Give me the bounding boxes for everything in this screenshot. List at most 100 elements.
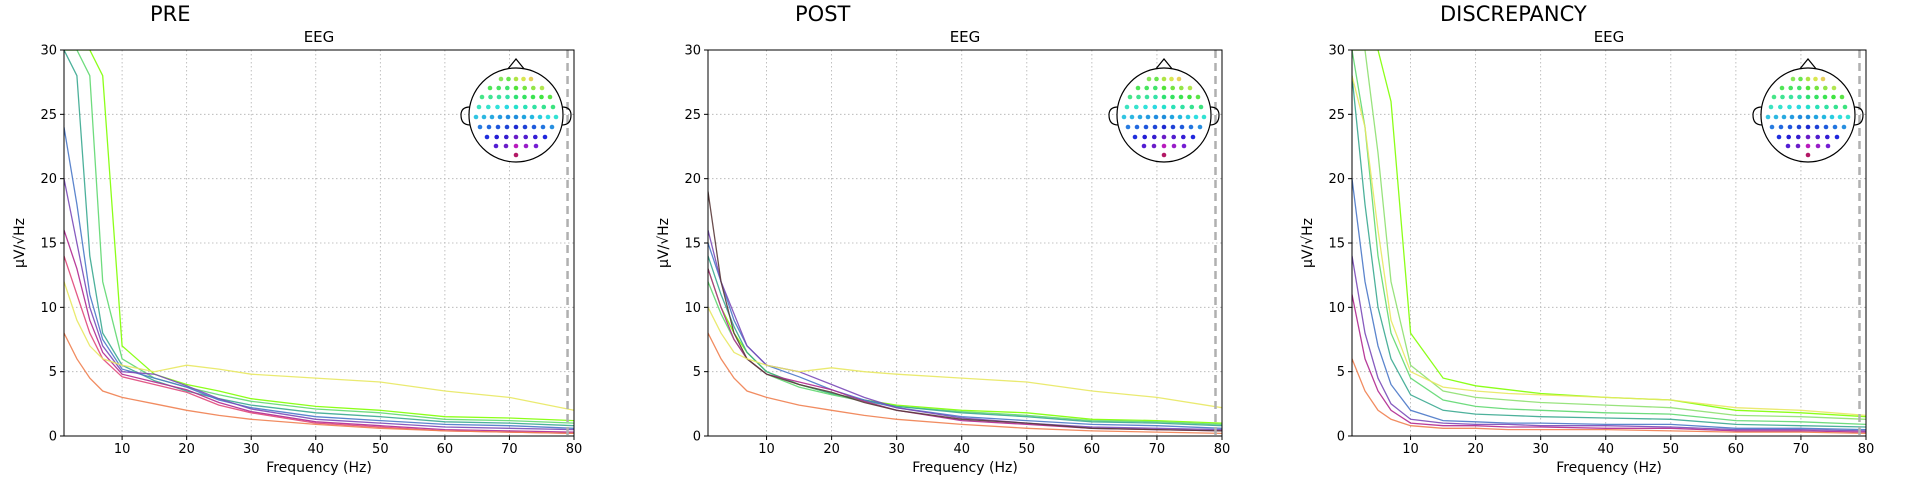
electrode-dot bbox=[1845, 114, 1851, 120]
electrode-dot bbox=[1190, 134, 1196, 140]
electrode-dot bbox=[1829, 114, 1835, 120]
electrode-dot bbox=[1124, 104, 1130, 110]
x-tick-label: 70 bbox=[501, 442, 518, 457]
electrode-dot bbox=[1161, 94, 1167, 100]
electrode-dot bbox=[1834, 134, 1840, 140]
electrode-dot bbox=[505, 94, 510, 100]
electrode-dot bbox=[1132, 134, 1138, 140]
electrode-dot bbox=[513, 85, 519, 91]
electrode-dot bbox=[1151, 143, 1157, 149]
series-line-5 bbox=[708, 268, 1222, 432]
electrode-dot bbox=[1135, 85, 1141, 91]
electrode-dot bbox=[486, 104, 491, 110]
electrode-dot bbox=[1145, 114, 1151, 120]
electrode-dot bbox=[505, 85, 510, 91]
electrode-dot bbox=[523, 134, 528, 140]
electrode-dot bbox=[481, 114, 487, 120]
series-line-8 bbox=[708, 307, 1222, 409]
series-line-5 bbox=[64, 229, 574, 433]
electrode-dot bbox=[1805, 152, 1811, 158]
electrode-dot bbox=[477, 124, 483, 130]
electrode-dot bbox=[530, 94, 536, 100]
x-tick-label: 30 bbox=[1532, 442, 1549, 457]
electrode-dot bbox=[1187, 85, 1193, 91]
electrode-dot bbox=[1178, 94, 1184, 100]
y-tick-label: 30 bbox=[1328, 44, 1345, 59]
panel-title-post: POST bbox=[795, 2, 851, 26]
electrode-dot bbox=[532, 104, 537, 110]
electrode-dot bbox=[1181, 143, 1187, 149]
series-line-3 bbox=[1352, 75, 1866, 428]
series-line-6 bbox=[708, 191, 1222, 432]
y-tick-label: 0 bbox=[693, 430, 701, 445]
electrode-dot bbox=[539, 94, 544, 100]
electrode-dot bbox=[1814, 94, 1819, 100]
electrode-dot bbox=[1125, 124, 1131, 130]
electrode-dot bbox=[505, 114, 511, 120]
electrode-dot bbox=[1788, 94, 1794, 100]
electrode-dot bbox=[1143, 104, 1148, 110]
electrode-dot bbox=[553, 114, 559, 120]
electrode-dot bbox=[513, 152, 519, 158]
electrode-dot bbox=[1152, 104, 1158, 110]
electrode-dot bbox=[1778, 124, 1784, 130]
x-tick-label: 50 bbox=[1663, 442, 1680, 457]
electrode-dot bbox=[1805, 94, 1811, 100]
electrode-dot bbox=[531, 85, 536, 91]
electrode-dot bbox=[496, 94, 502, 100]
electrode-dot bbox=[529, 114, 535, 120]
series-line-0 bbox=[64, 50, 574, 422]
electrode-dot bbox=[1185, 114, 1191, 120]
head-right-ear bbox=[561, 106, 572, 126]
electrode-dot bbox=[1153, 114, 1159, 120]
electrode-dot bbox=[1798, 76, 1803, 82]
electrode-dot bbox=[1805, 104, 1811, 110]
electrode-dot bbox=[1831, 85, 1837, 91]
x-tick-label: 70 bbox=[1793, 442, 1810, 457]
x-tick-label: 60 bbox=[1728, 442, 1745, 457]
x-tick-label: 60 bbox=[1084, 442, 1101, 457]
electrode-dot bbox=[1805, 85, 1811, 91]
series-line-1 bbox=[708, 281, 1222, 426]
head-left-ear bbox=[1752, 106, 1763, 126]
electrode-dot bbox=[1831, 94, 1836, 100]
electrode-dot bbox=[1797, 85, 1802, 91]
electrode-dot bbox=[493, 143, 499, 149]
electrode-dot bbox=[1171, 134, 1176, 140]
panel-title-discrepancy: DISCREPANCY bbox=[1440, 2, 1587, 26]
electrode-dot bbox=[542, 134, 548, 140]
series-line-4 bbox=[64, 178, 574, 431]
x-tick-label: 50 bbox=[1019, 442, 1036, 457]
x-tick-label: 40 bbox=[1597, 442, 1614, 457]
electrode-dot bbox=[1833, 104, 1839, 110]
electrode-dot bbox=[1769, 124, 1775, 130]
x-tick-label: 50 bbox=[372, 442, 389, 457]
electrode-dot bbox=[1796, 104, 1802, 110]
x-tick-label: 10 bbox=[758, 442, 775, 457]
electrode-dot bbox=[1170, 124, 1176, 130]
electrode-dot bbox=[1195, 94, 1201, 100]
electrode-dot bbox=[494, 134, 500, 140]
head-nose-shape bbox=[506, 58, 526, 71]
electrode-dot bbox=[539, 85, 545, 91]
series-line-6 bbox=[1352, 294, 1866, 433]
electrode-dot bbox=[1821, 114, 1827, 120]
electrode-dot bbox=[1781, 114, 1787, 120]
electrode-dot bbox=[506, 76, 511, 82]
electrode-dot bbox=[528, 76, 534, 82]
series-line-7 bbox=[708, 332, 1222, 435]
electrode-dot bbox=[531, 124, 537, 130]
electrode-dot bbox=[1768, 104, 1774, 110]
electrode-dot bbox=[1127, 94, 1133, 100]
electrode-dot bbox=[533, 143, 539, 149]
series-line-3 bbox=[708, 242, 1222, 429]
y-tick-label: 20 bbox=[1328, 172, 1345, 187]
electrode-dot bbox=[1842, 104, 1848, 110]
x-tick-label: 80 bbox=[1858, 442, 1875, 457]
electrode-dot bbox=[1201, 114, 1207, 120]
x-tick-label: 40 bbox=[953, 442, 970, 457]
electrode-dot bbox=[1161, 143, 1167, 149]
electrode-dot bbox=[1832, 124, 1838, 130]
electrode-dot bbox=[1825, 143, 1831, 149]
electrode-dot bbox=[1805, 76, 1811, 82]
